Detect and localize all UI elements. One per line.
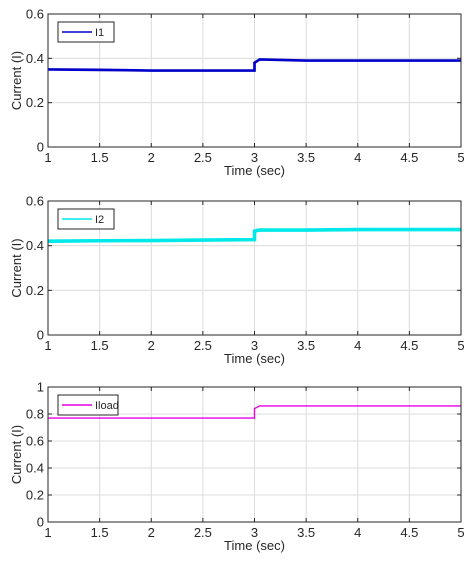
y-axis-label: Current (I) — [9, 425, 24, 484]
x-tick-label: 3 — [251, 338, 258, 353]
x-tick-label: 3.5 — [297, 150, 315, 165]
y-tick-label: 0.2 — [26, 488, 44, 503]
x-tick-label: 4.5 — [400, 525, 418, 540]
x-tick-label: 5 — [457, 150, 464, 165]
series-line-i1 — [47, 58, 461, 72]
y-tick-label: 0.4 — [26, 461, 44, 476]
y-tick-label: 0.8 — [26, 407, 44, 422]
y-tick-label: 0 — [37, 515, 44, 530]
y-tick-label: 0.6 — [26, 7, 44, 22]
x-tick-label: 3 — [251, 525, 258, 540]
x-tick-label: 1.5 — [91, 150, 109, 165]
x-tick-label: 1 — [44, 338, 51, 353]
chart-1: 1 1.5 2 2.5 3 3.5 4 4.5 5 0 0.2 0.4 0.6 Time (sec) Cur… — [9, 7, 465, 179]
x-axis-label: Time (sec) — [224, 163, 285, 178]
y-tick-label: 0.4 — [26, 238, 44, 253]
y-axis-label: Current (I) — [9, 51, 24, 110]
x-tick-label: 2.5 — [194, 150, 212, 165]
y-tick-label: 0.6 — [26, 434, 44, 449]
legend: I2 — [57, 208, 115, 230]
y-axis-label: Current (I) — [9, 238, 24, 297]
x-tick-label: 3.5 — [297, 525, 315, 540]
y-tick-label: 1 — [37, 380, 44, 395]
series-line-iload — [48, 405, 461, 419]
y-tick-label: 0.4 — [26, 51, 44, 66]
y-tick-label: 0.2 — [26, 95, 44, 110]
x-tick-label: 2 — [148, 338, 155, 353]
legend-label-i2: I2 — [95, 214, 104, 226]
legend: I1 — [57, 21, 115, 43]
y-tick-label: 0 — [37, 328, 44, 343]
x-tick-label: 4.5 — [400, 150, 418, 165]
chart-3: 1 1.5 2 2.5 3 3.5 4 4.5 5 0 0.2 0.4 0.6 0.8 1 Time (sec… — [9, 380, 465, 554]
x-tick-label: 2.5 — [194, 525, 212, 540]
y-tick-label: 0.6 — [26, 194, 44, 209]
series-line-i2 — [47, 227, 461, 243]
x-tick-label: 4 — [354, 525, 361, 540]
x-tick-label: 2.5 — [194, 338, 212, 353]
x-tick-label: 1 — [44, 525, 51, 540]
y-tick-label: 0.2 — [26, 283, 44, 298]
x-tick-label: 4 — [354, 338, 361, 353]
x-axis-label: Time (sec) — [224, 351, 285, 366]
x-tick-label: 1 — [44, 150, 51, 165]
x-tick-label: 5 — [457, 338, 464, 353]
x-tick-label: 5 — [457, 525, 464, 540]
x-tick-label: 2 — [148, 150, 155, 165]
x-tick-label: 3.5 — [297, 338, 315, 353]
x-axis-label: Time (sec) — [224, 538, 285, 553]
x-tick-label: 1.5 — [91, 338, 109, 353]
x-tick-label: 4 — [354, 150, 361, 165]
y-tick-label: 0 — [37, 140, 44, 155]
x-tick-label: 1.5 — [91, 525, 109, 540]
legend-label-iload: Iload — [95, 400, 119, 412]
x-tick-label: 3 — [251, 150, 258, 165]
chart-2: 1 1.5 2 2.5 3 3.5 4 4.5 5 0 0.2 0.4 0.6 Time (sec) Cur… — [9, 194, 465, 367]
x-tick-label: 2 — [148, 525, 155, 540]
x-tick-label: 4.5 — [400, 338, 418, 353]
legend-label-i1: I1 — [95, 27, 104, 39]
legend: Iload — [57, 394, 119, 416]
